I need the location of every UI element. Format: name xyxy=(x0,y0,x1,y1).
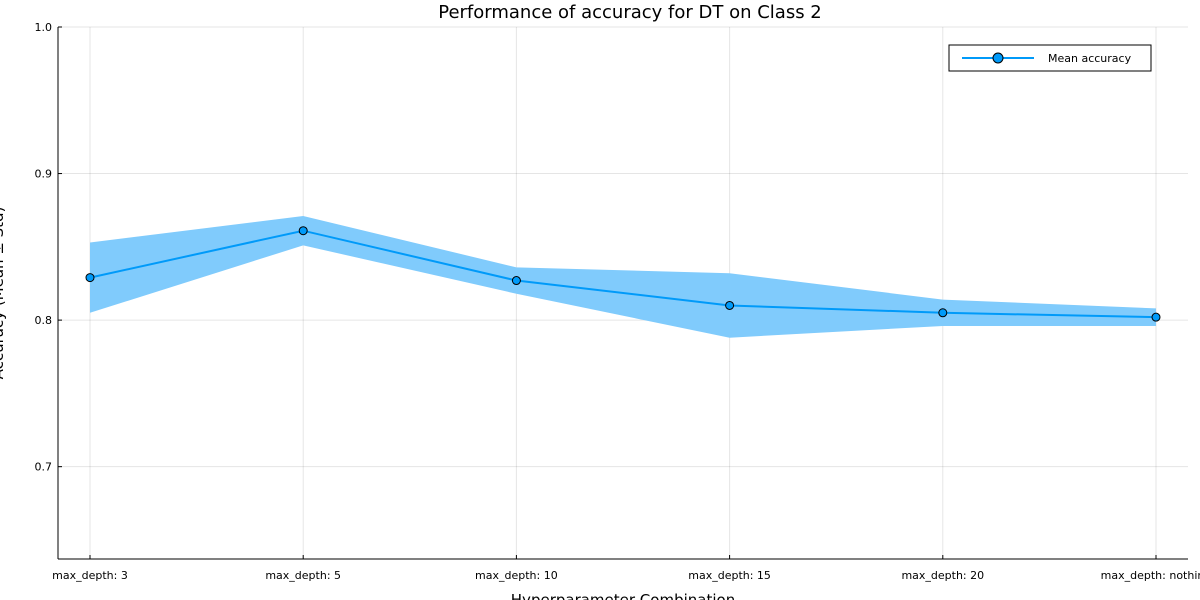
chart-title: Performance of accuracy for DT on Class … xyxy=(438,2,822,23)
x-axis-label: Hyperparameter Combination xyxy=(511,591,735,600)
legend-label: Mean accuracy xyxy=(1048,52,1132,65)
line xyxy=(89,229,1157,319)
marker xyxy=(725,300,735,310)
marker xyxy=(85,273,95,283)
y-tick-label: 1.0 xyxy=(35,21,53,34)
x-tick-label: max_depth: 15 xyxy=(688,569,771,582)
y-tick-label: 0.8 xyxy=(35,314,53,327)
marker xyxy=(511,276,521,286)
legend-marker xyxy=(992,52,1004,64)
y-tick-label: 0.7 xyxy=(35,461,53,474)
marker xyxy=(938,308,948,318)
marker xyxy=(1151,312,1161,322)
error-band xyxy=(90,216,1156,338)
x-tick-label: max_depth: 5 xyxy=(265,569,341,582)
y-tick-label: 0.9 xyxy=(35,168,53,181)
x-tick-label: max_depth: 3 xyxy=(52,569,128,582)
marker xyxy=(298,226,308,236)
x-tick-label: max_depth: 20 xyxy=(901,569,984,582)
y-axis-label: Accuracy (Mean ± Std) xyxy=(0,207,7,380)
x-tick-label: max_depth: 10 xyxy=(475,569,558,582)
x-tick-label: max_depth: nothing xyxy=(1101,569,1200,582)
